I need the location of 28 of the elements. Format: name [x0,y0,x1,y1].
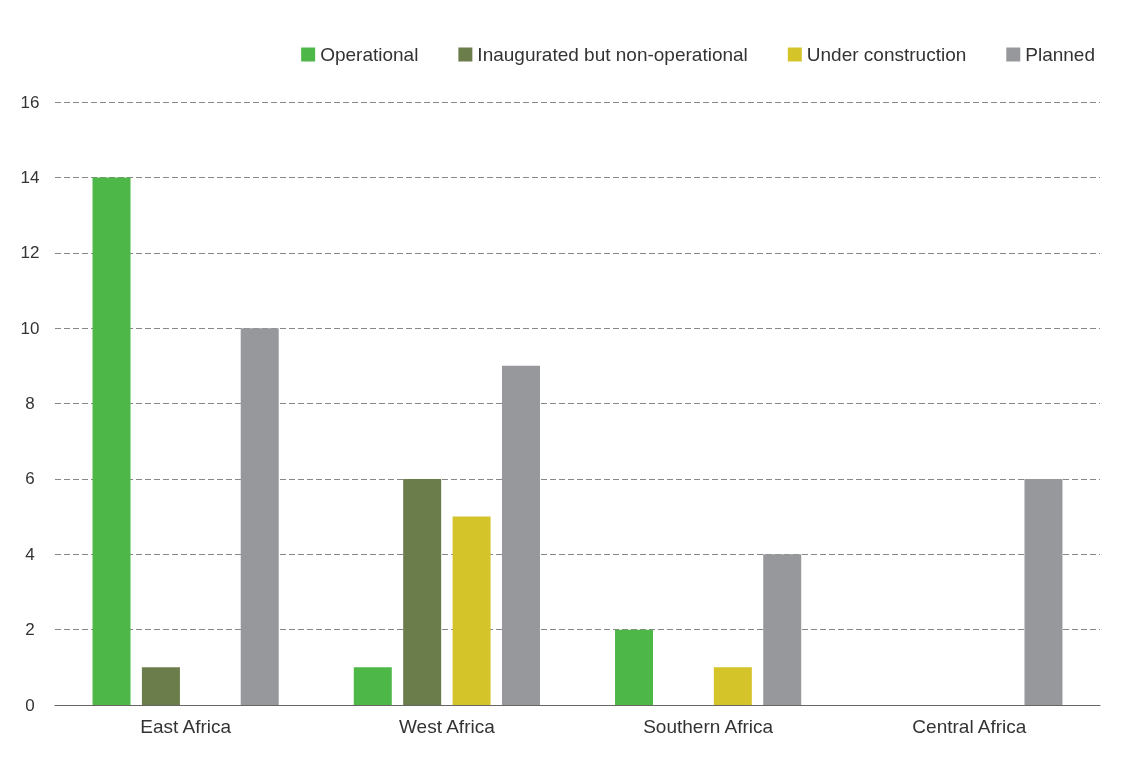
x-tick-label: Central Africa [912,716,1027,737]
legend-label: Operational [320,44,419,65]
bar [763,554,802,705]
y-tick-label: 14 [20,167,40,187]
bar [92,177,131,705]
bar [615,629,654,705]
bar [501,365,540,705]
y-tick-label: 12 [20,243,40,263]
y-tick-label: 10 [20,318,40,338]
bar [713,667,752,705]
y-tick-label: 4 [25,544,35,564]
y-tick-label: 2 [25,620,35,640]
y-tick-label: 0 [25,695,35,715]
bar [141,667,180,705]
bar [403,478,442,705]
legend-label: Inaugurated but non-operational [477,44,748,65]
x-tick-label: East Africa [140,716,232,737]
x-tick-label: West Africa [399,716,496,737]
y-tick-label: 8 [25,394,35,413]
bar [452,516,491,705]
bar [1024,478,1063,705]
bar [240,328,279,705]
legend-label: Planned [1025,44,1096,65]
x-tick-label: Southern Africa [643,716,774,737]
bar [353,667,392,705]
y-tick-label: 16 [20,92,40,112]
y-tick-label: 6 [25,469,35,489]
legend-label: Under construction [806,44,967,65]
